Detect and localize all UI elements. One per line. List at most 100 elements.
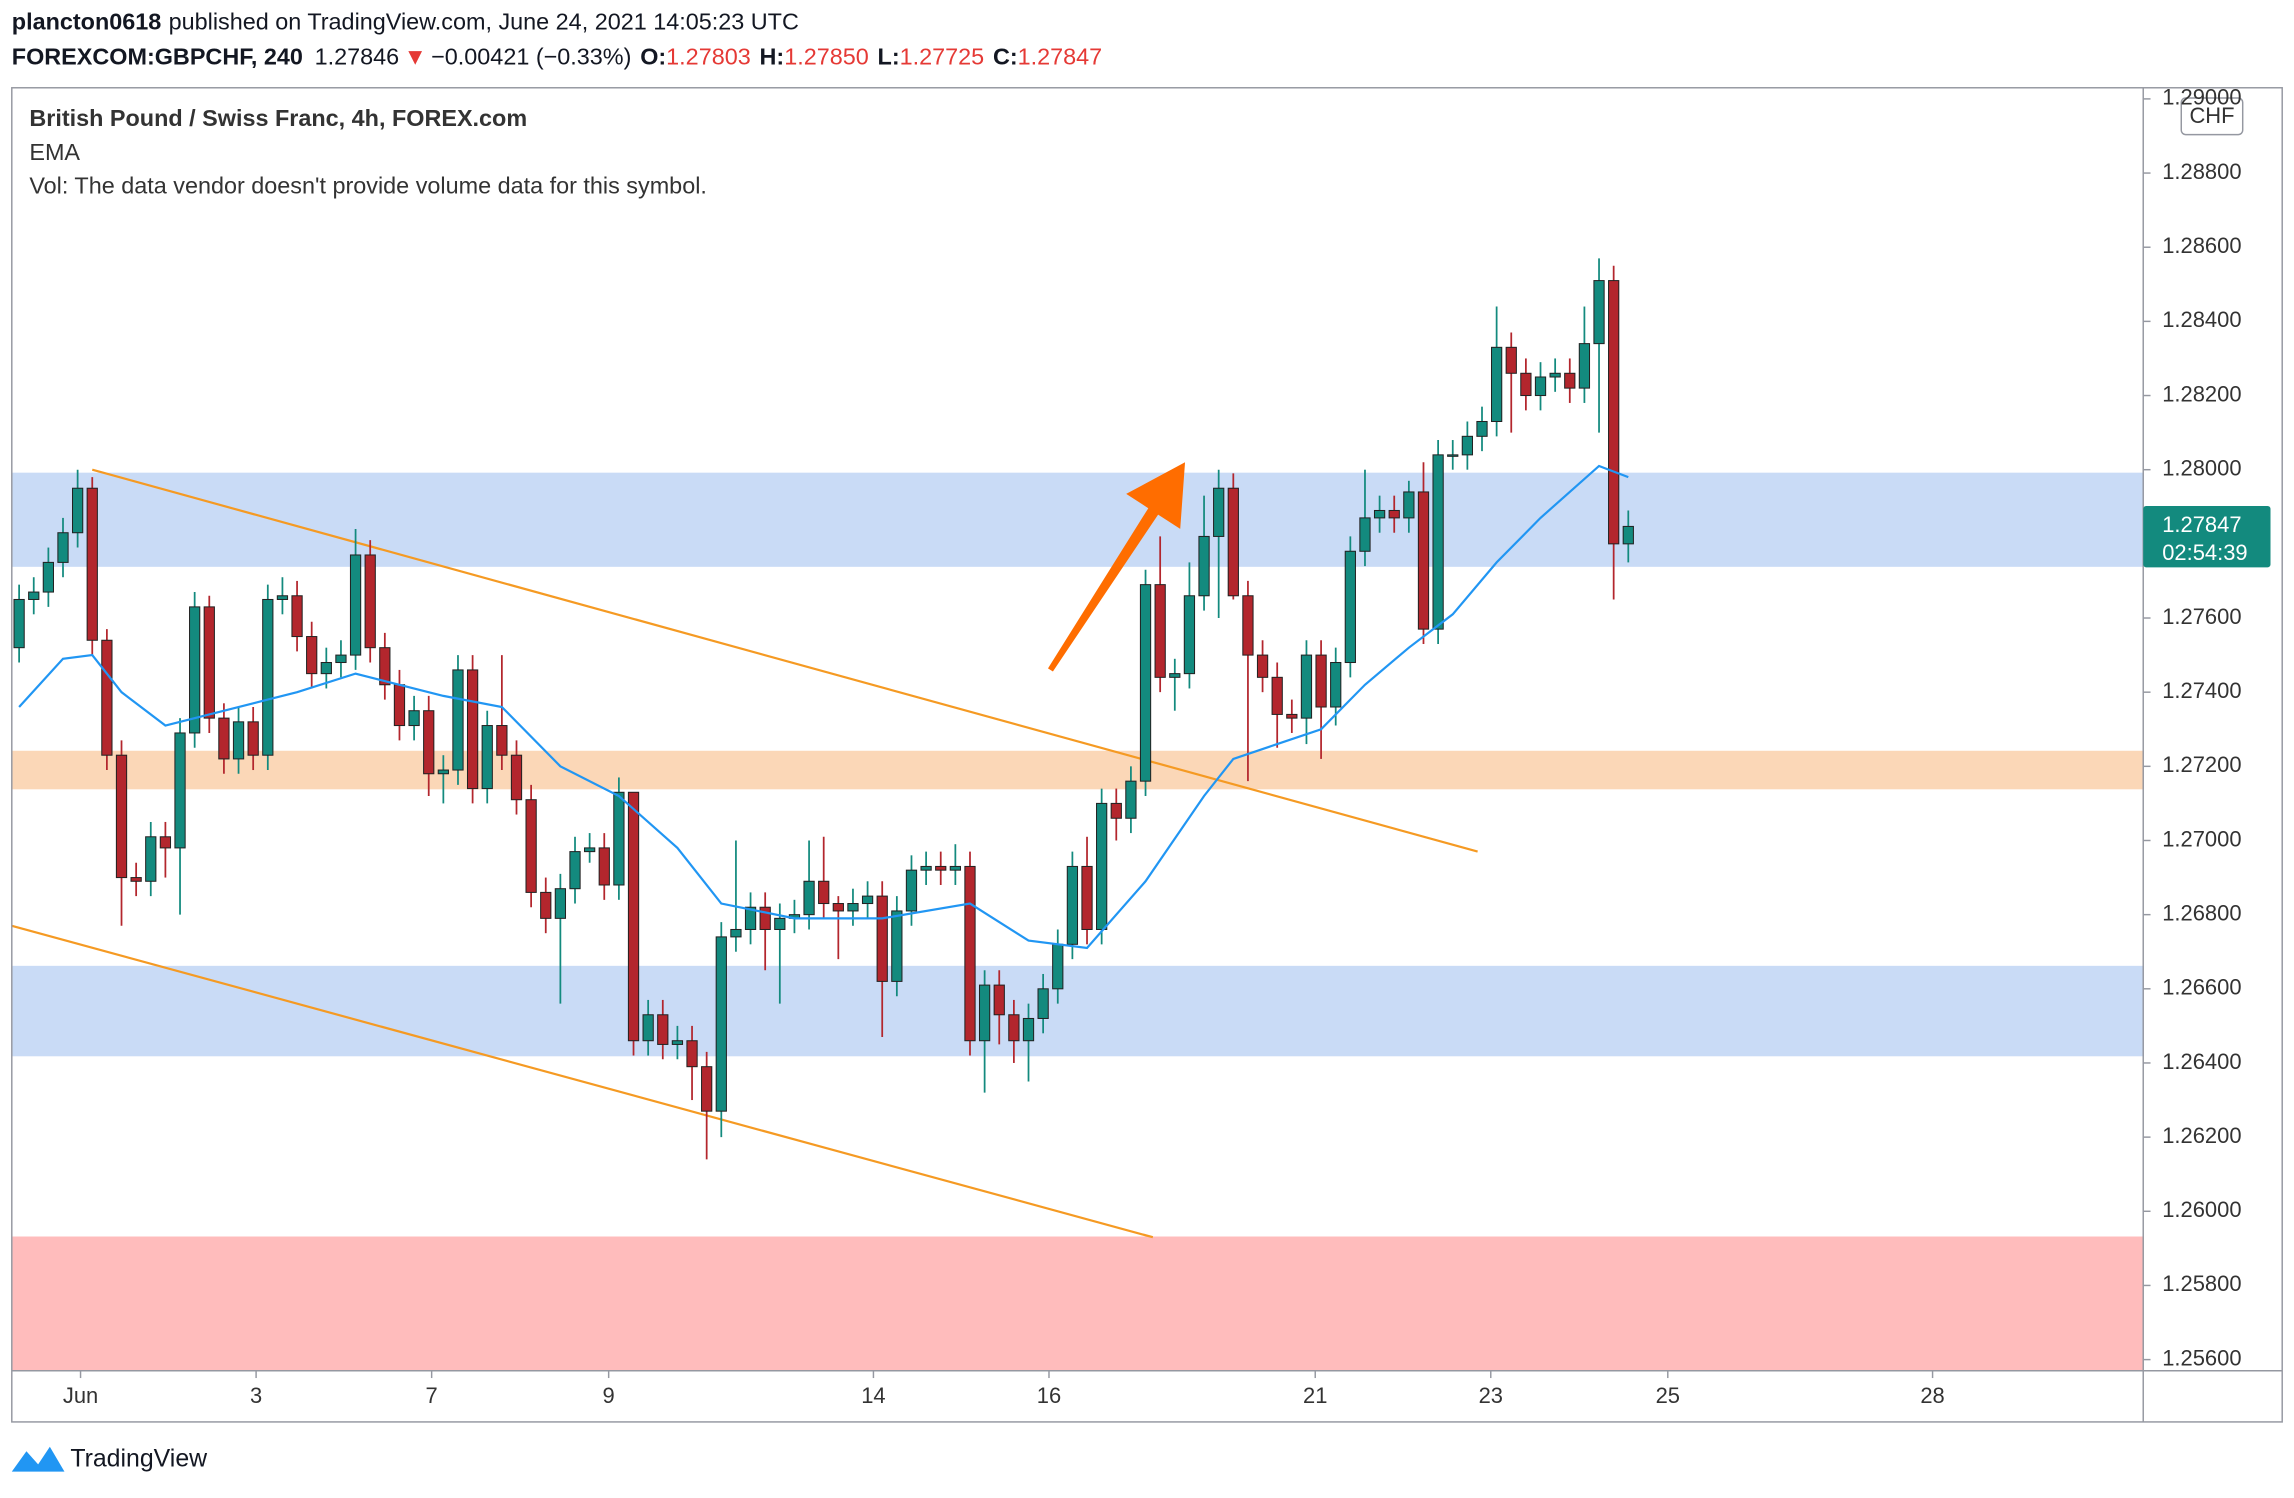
y-tick-label: 1.25800 xyxy=(2162,1271,2241,1296)
candle-body xyxy=(496,725,508,756)
candle-body xyxy=(1373,509,1386,519)
candle-body xyxy=(525,799,537,893)
candle-body xyxy=(86,487,98,641)
trend-line xyxy=(11,924,1154,1239)
candle-body xyxy=(1608,280,1620,545)
candle-body xyxy=(1052,943,1064,990)
candle-body xyxy=(1417,491,1430,630)
candle-body xyxy=(1344,550,1356,664)
x-tick-label: 9 xyxy=(603,1383,615,1408)
candle-body xyxy=(291,595,303,638)
candle-body xyxy=(642,1014,654,1042)
candle-body xyxy=(554,888,567,919)
candle-body xyxy=(949,865,961,871)
candle-body xyxy=(1198,535,1210,597)
candle-body xyxy=(1490,346,1503,423)
candle-body xyxy=(1622,525,1634,545)
y-tick-label: 1.28800 xyxy=(2162,159,2241,184)
symbol-line: FOREXCOM:GBPCHF, 240 1.27846 ▼ −0.00421 (−0… xyxy=(12,44,1102,70)
candle-body xyxy=(159,836,172,849)
candle-body xyxy=(466,669,479,790)
candle-body xyxy=(569,851,581,890)
x-tick-label: 7 xyxy=(426,1383,438,1408)
y-tick-label: 1.28200 xyxy=(2162,381,2241,406)
candle-body xyxy=(1183,595,1196,675)
x-tick-label: 14 xyxy=(861,1383,885,1408)
x-tick-label: Jun xyxy=(63,1383,98,1408)
candle-body xyxy=(540,891,552,919)
x-tick-label: 3 xyxy=(250,1383,262,1408)
candle-body xyxy=(1286,713,1298,719)
last-price-box xyxy=(2143,505,2271,568)
candle-body xyxy=(232,721,245,760)
logo xyxy=(11,1446,65,1472)
candle-body xyxy=(978,984,991,1042)
candle-body xyxy=(803,880,815,916)
candle-body xyxy=(1271,676,1283,715)
candle-body xyxy=(1476,420,1488,437)
high-label: H: xyxy=(760,44,785,70)
candle-body xyxy=(1330,661,1342,708)
candle-body xyxy=(71,487,84,534)
candle-body xyxy=(1066,865,1079,945)
candle-body xyxy=(1549,372,1561,378)
candle-body xyxy=(510,754,523,801)
candle-body xyxy=(481,725,493,790)
symbol: FOREXCOM:GBPCHF, 240 xyxy=(12,44,303,70)
ema-legend: EMA xyxy=(29,139,80,165)
y-tick-label: 1.27600 xyxy=(2162,604,2241,629)
candle-body xyxy=(452,669,464,771)
candle-body xyxy=(1110,802,1122,819)
candle-body xyxy=(715,936,727,1112)
zone xyxy=(12,965,2144,1057)
candle-body xyxy=(349,554,362,656)
candle-body xyxy=(905,869,918,912)
y-tick-label: 1.28400 xyxy=(2162,307,2241,332)
candle-body xyxy=(1169,673,1181,678)
candle-body xyxy=(1461,435,1474,456)
y-tick-label: 1.25600 xyxy=(2162,1345,2241,1370)
candle-body xyxy=(1534,376,1547,397)
x-tick-label: 21 xyxy=(1303,1383,1327,1408)
candle-body xyxy=(891,910,903,982)
header-line: plancton0618 published on TradingView.com… xyxy=(12,9,799,35)
y-tick-label: 1.26400 xyxy=(2162,1049,2241,1074)
candle-body xyxy=(1096,802,1108,930)
candle-body xyxy=(920,865,932,871)
candle-body xyxy=(1520,372,1532,397)
candle-body xyxy=(1447,454,1459,457)
close-label: C: xyxy=(993,44,1018,70)
candle-body xyxy=(408,710,420,727)
candle-body xyxy=(423,710,435,775)
candle-body xyxy=(671,1040,684,1045)
candle-body xyxy=(774,917,786,930)
open-label: O: xyxy=(640,44,666,70)
countdown: 02:54:39 xyxy=(2162,540,2247,565)
x-tick-label: 16 xyxy=(1037,1383,1061,1408)
close: 1.27847 xyxy=(1018,44,1103,70)
y-tick-label: 1.27200 xyxy=(2162,752,2241,777)
low-label: L: xyxy=(878,44,900,70)
candle-body xyxy=(174,732,186,849)
candle-body xyxy=(1242,595,1254,656)
candle-body xyxy=(613,791,625,886)
candle-body xyxy=(1564,372,1576,389)
candle-body xyxy=(1593,280,1605,345)
volume-note: Vol: The data vendor doesn't provide vol… xyxy=(29,172,707,198)
zone xyxy=(12,750,2144,790)
candle-body xyxy=(657,1014,669,1045)
frame xyxy=(11,87,2283,1423)
candle-body xyxy=(335,654,347,664)
change: −0.00421 (−0.33%) xyxy=(431,44,631,70)
candle-body xyxy=(218,717,230,760)
candle-body xyxy=(730,928,742,938)
down-arrow: ▼ xyxy=(404,44,427,70)
candle-body xyxy=(145,836,157,882)
y-tick-label: 1.27000 xyxy=(2162,826,2241,851)
candle-body xyxy=(1022,1017,1035,1042)
candle-body xyxy=(203,606,215,719)
candle-body xyxy=(1505,346,1517,374)
y-tick-label: 1.29000 xyxy=(2162,85,2241,110)
y-tick-label: 1.26800 xyxy=(2162,900,2241,925)
